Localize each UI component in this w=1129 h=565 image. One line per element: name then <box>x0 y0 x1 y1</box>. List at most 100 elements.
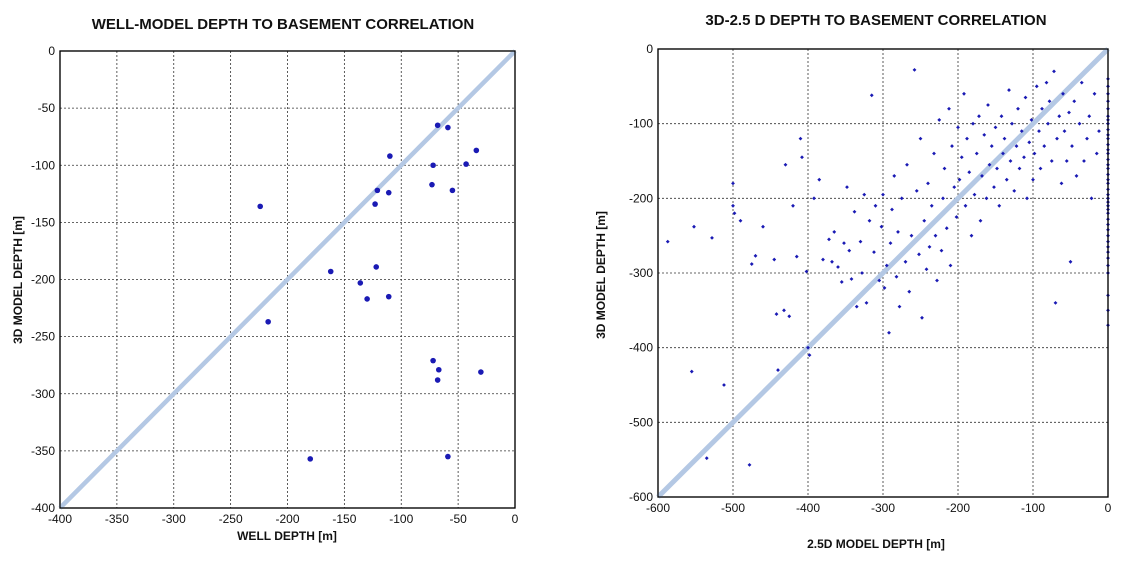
data-point <box>892 174 897 178</box>
data-point <box>791 203 795 208</box>
data-point <box>1067 110 1071 115</box>
data-point <box>434 122 441 129</box>
data-point <box>956 125 960 130</box>
data-point <box>1025 196 1029 201</box>
data-point <box>830 259 834 264</box>
data-point <box>941 196 945 201</box>
x-tick-label: -150 <box>332 512 356 526</box>
data-point <box>836 265 840 269</box>
data-point <box>307 456 314 462</box>
data-point <box>445 124 451 131</box>
chart-3d-vs-2-5d: 3D-2.5 D DEPTH TO BASEMENT CORRELATION 2… <box>594 12 1112 551</box>
chart-title: WELL-MODEL DEPTH TO BASEMENT CORRELATION <box>92 16 475 33</box>
data-point <box>774 312 779 316</box>
data-point <box>753 253 758 258</box>
data-point <box>804 269 809 274</box>
y-tick-label: -300 <box>31 387 55 401</box>
data-point <box>812 196 816 201</box>
data-point <box>731 203 735 208</box>
one-to-one-reference-line <box>656 47 1110 499</box>
data-point <box>373 264 380 270</box>
data-point <box>445 453 451 460</box>
data-point <box>854 304 859 309</box>
data-point <box>1004 177 1009 182</box>
data-point <box>1010 121 1014 126</box>
x-tick-label: -300 <box>162 512 186 526</box>
data-point <box>984 196 989 201</box>
data-point <box>463 161 469 167</box>
data-point <box>1059 181 1064 186</box>
data-point <box>430 357 436 364</box>
data-point <box>962 91 966 96</box>
data-point <box>959 155 964 160</box>
y-tick-label: 0 <box>48 44 55 58</box>
data-point <box>881 192 885 197</box>
data-point <box>944 226 949 231</box>
data-point <box>1034 84 1039 89</box>
data-point <box>385 189 392 196</box>
data-point <box>732 211 737 216</box>
data-point <box>794 254 799 259</box>
data-point <box>942 166 947 171</box>
data-point <box>1001 151 1005 156</box>
data-point <box>986 103 990 107</box>
data-point <box>1032 151 1037 156</box>
data-point <box>722 383 726 387</box>
data-point <box>872 250 876 254</box>
data-point <box>939 248 944 253</box>
chart-title: 3D-2.5 D DEPTH TO BASEMENT CORRELATION <box>705 12 1046 29</box>
data-point <box>1092 91 1097 96</box>
data-point <box>1042 144 1047 148</box>
data-point <box>879 224 884 229</box>
data-point <box>1027 140 1032 145</box>
data-point <box>977 114 981 119</box>
x-tick-label: -250 <box>219 512 243 526</box>
data-point <box>947 106 951 111</box>
data-point <box>932 151 936 156</box>
y-tick-label: -200 <box>31 273 55 287</box>
data-point <box>738 218 743 223</box>
y-tick-label: -200 <box>629 191 653 205</box>
data-point <box>842 241 846 246</box>
data-point <box>783 162 788 167</box>
data-point <box>1079 80 1084 85</box>
x-tick-label: -200 <box>275 512 299 526</box>
data-point <box>965 136 969 141</box>
data-point <box>1008 159 1013 163</box>
data-point <box>1055 136 1059 141</box>
data-point <box>689 369 694 374</box>
data-point <box>1057 114 1062 119</box>
data-point <box>1068 259 1073 264</box>
data-point <box>434 377 441 383</box>
data-point <box>1040 106 1044 111</box>
y-axis-label: 3D MODEL DEPTH [m] <box>594 211 608 339</box>
data-point <box>1017 166 1022 171</box>
data-point <box>1023 95 1028 100</box>
data-point <box>1087 114 1092 119</box>
data-point <box>357 280 364 286</box>
data-point <box>905 162 909 167</box>
data-point <box>807 353 812 358</box>
data-point <box>372 201 378 207</box>
data-point <box>1089 196 1094 201</box>
data-point <box>914 188 919 193</box>
y-tick-label: -400 <box>31 501 55 515</box>
data-point <box>858 239 863 244</box>
data-point <box>1046 121 1050 126</box>
data-point <box>926 181 930 186</box>
y-tick-label: -100 <box>629 117 653 131</box>
data-point <box>974 151 979 156</box>
data-point <box>704 456 709 461</box>
plot-border <box>657 48 1109 498</box>
data-point <box>1016 106 1020 111</box>
x-axis-label: WELL DEPTH [m] <box>237 529 337 543</box>
data-point <box>937 118 942 122</box>
data-point <box>972 192 977 197</box>
data-point <box>1019 129 1024 134</box>
data-point <box>912 68 917 72</box>
plot-border <box>59 50 516 509</box>
x-tick-label: -400 <box>796 501 820 515</box>
data-point <box>1044 80 1049 85</box>
data-point <box>884 263 889 268</box>
data-point <box>852 209 857 214</box>
